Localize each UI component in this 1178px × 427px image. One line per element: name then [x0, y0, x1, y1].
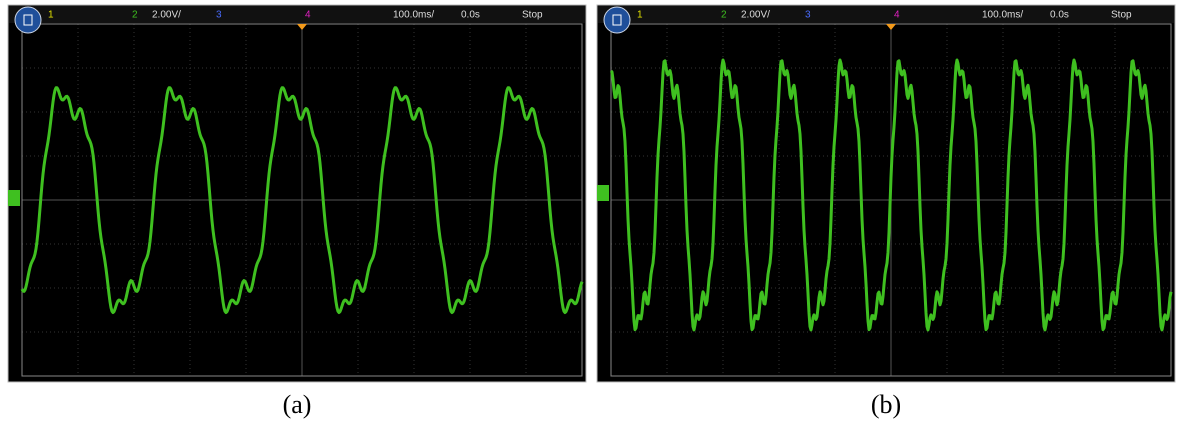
panel-caption: (b): [871, 390, 901, 419]
scope-panel: 1 2 2.00V/3 4 100.0ms/0.0s Stop (a): [8, 5, 586, 419]
header-status: Stop: [522, 10, 543, 21]
channel-marker: [8, 190, 20, 206]
scope-panel: 1 2 2.00V/3 4 100.0ms/0.0s Stop (b): [597, 5, 1175, 419]
header-scale: 2.00V/: [152, 10, 181, 21]
channel-marker: [597, 185, 609, 201]
header-timebase: 100.0ms/: [982, 10, 1023, 21]
header-status: Stop: [1111, 10, 1132, 21]
menu-icon: [15, 7, 41, 33]
header-bar: [9, 6, 585, 23]
header-ch2: 2: [721, 10, 727, 21]
figure: 122.00V/34100.0ms/0.0sStop(a)122.00V/341…: [0, 0, 1178, 422]
header-ch3: 3: [805, 10, 811, 21]
header-ch4: 4: [894, 10, 900, 21]
page: {"panels": [ {"header": {"ch1": "1", "ch…: [0, 0, 1178, 427]
scope-frame: [597, 5, 1175, 382]
header-scale: 2.00V/: [741, 10, 770, 21]
header-ch1: 1: [637, 10, 643, 21]
panel-caption: (a): [283, 390, 312, 419]
header-ch3: 3: [216, 10, 222, 21]
header-delay: 0.0s: [1050, 10, 1069, 21]
header-ch4: 4: [305, 10, 311, 21]
header-ch1: 1: [48, 10, 54, 21]
header-delay: 0.0s: [461, 10, 480, 21]
scope-frame: [8, 5, 586, 382]
menu-icon: [604, 7, 630, 33]
header-bar: [598, 6, 1174, 23]
header-timebase: 100.0ms/: [393, 10, 434, 21]
header-ch2: 2: [132, 10, 138, 21]
